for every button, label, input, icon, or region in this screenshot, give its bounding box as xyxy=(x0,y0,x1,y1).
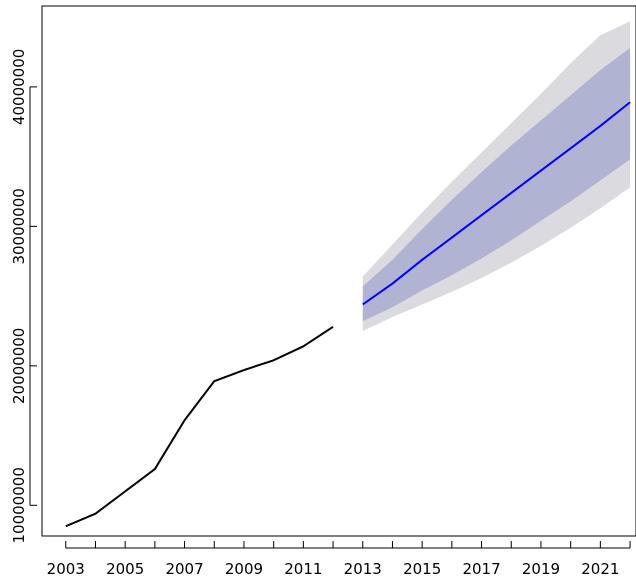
band-80-interval xyxy=(362,47,631,322)
x-tick-label: 2015 xyxy=(403,560,441,578)
x-tick-label: 2007 xyxy=(165,560,203,578)
plot-frame xyxy=(41,5,636,537)
prediction-bands xyxy=(362,21,631,331)
x-tick-label: 2003 xyxy=(47,560,85,578)
x-tick-label: 2019 xyxy=(522,560,560,578)
x-axis: 2003 2005 2007 2009 2011 2013 2015 2017 2019 2021 xyxy=(47,541,631,578)
observed-series-line xyxy=(65,325,334,528)
y-tick-label: 30000000 xyxy=(10,188,28,264)
x-tick-label: 2017 xyxy=(462,560,500,578)
x-tick-label: 2009 xyxy=(225,560,263,578)
x-tick-label: 2011 xyxy=(284,560,322,578)
forecast-series-line xyxy=(362,101,631,306)
x-tick-label: 2013 xyxy=(344,560,382,578)
y-tick-label: 20000000 xyxy=(10,328,28,404)
series-lines xyxy=(65,101,631,528)
y-tick-label: 10000000 xyxy=(10,467,28,543)
y-axis: 10000000 20000000 30000000 40000000 xyxy=(10,49,37,543)
x-tick-label: 2005 xyxy=(106,560,144,578)
y-tick-label: 40000000 xyxy=(10,49,28,125)
x-tick-label: 2021 xyxy=(581,560,619,578)
